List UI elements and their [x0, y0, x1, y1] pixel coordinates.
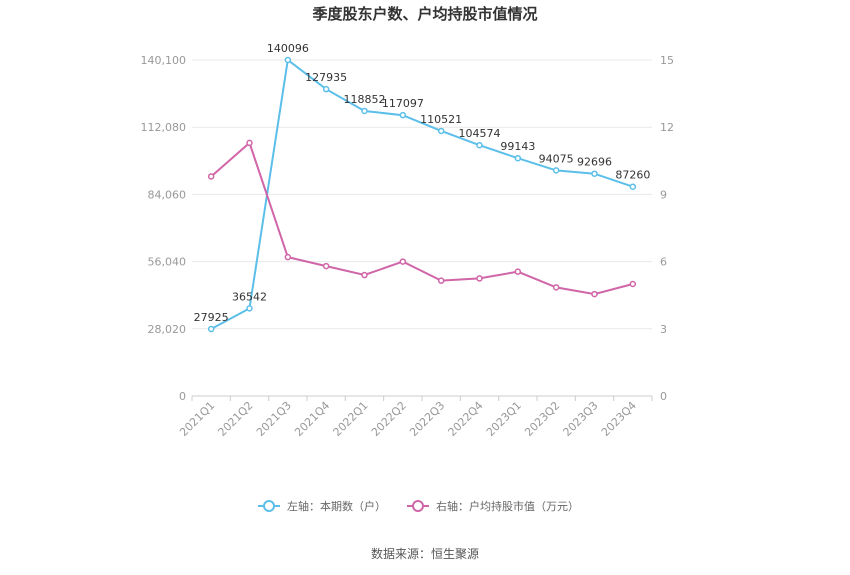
- series-point-0[interactable]: [284, 56, 292, 64]
- legend-marker-right: [412, 500, 424, 512]
- right-axis: 0 3 6 9 12 15: [660, 54, 674, 403]
- series-point-0[interactable]: [591, 170, 598, 177]
- legend-item-right[interactable]: 右轴：户均持股市值（万元）: [407, 499, 579, 513]
- series-point-1[interactable]: [514, 268, 522, 275]
- right-tick-label: 6: [660, 256, 667, 269]
- series-point-0[interactable]: [399, 111, 407, 119]
- series-point-0[interactable]: [476, 141, 483, 149]
- left-tick-label: 84,060: [148, 188, 187, 201]
- series-point-0[interactable]: [322, 85, 330, 93]
- x-tick-label: 2022Q3: [407, 399, 447, 439]
- series-point-0[interactable]: [207, 325, 215, 333]
- series-point-0[interactable]: [361, 107, 368, 115]
- x-tick-label: 2023Q2: [522, 399, 562, 439]
- legend[interactable]: 左轴：本期数（户） 右轴：户均持股市值（万元）: [258, 499, 579, 513]
- left-axis: 0 28,020 56,040 84,060 112,080 140,100: [141, 54, 187, 403]
- left-tick-label: 112,080: [141, 121, 187, 134]
- series-point-1[interactable]: [476, 275, 483, 282]
- series-point-1[interactable]: [629, 280, 637, 288]
- series-point-1[interactable]: [361, 271, 368, 279]
- x-tick-label: 2022Q1: [331, 399, 371, 439]
- right-tick-label: 0: [660, 390, 667, 403]
- data-label: 118852: [344, 93, 386, 106]
- data-label: 99143: [500, 140, 535, 153]
- data-label: 110521: [420, 113, 462, 126]
- x-tick-label: 2021Q4: [292, 399, 332, 439]
- series-point-1[interactable]: [207, 173, 215, 180]
- data-label: 87260: [615, 169, 650, 182]
- series-point-1[interactable]: [552, 284, 560, 291]
- series-layer: [207, 56, 637, 333]
- series-line-0: [210, 58, 634, 330]
- x-tick-label: 2021Q3: [254, 399, 294, 439]
- right-tick-label: 15: [660, 54, 674, 67]
- data-label: 117097: [382, 97, 424, 110]
- x-tick-label: 2022Q4: [446, 399, 486, 439]
- series-point-0[interactable]: [514, 154, 522, 162]
- x-tick-label: 2023Q1: [484, 399, 524, 439]
- left-tick-label: 56,040: [148, 256, 187, 269]
- series-point-1[interactable]: [246, 139, 253, 147]
- series-point-1[interactable]: [284, 253, 292, 261]
- legend-marker-left: [263, 500, 275, 512]
- series-point-0[interactable]: [246, 305, 253, 312]
- x-tick-label: 2021Q2: [216, 399, 256, 439]
- data-label: 94075: [539, 152, 574, 165]
- chart-title: 季度股东户数、户均持股市值情况: [312, 5, 537, 23]
- left-tick-label: 140,100: [141, 54, 187, 67]
- series-point-1[interactable]: [591, 290, 598, 298]
- left-tick-label: 0: [179, 390, 186, 403]
- right-tick-label: 3: [660, 323, 667, 336]
- series-point-1[interactable]: [437, 277, 445, 284]
- legend-label-right: 右轴：户均持股市值（万元）: [436, 499, 579, 513]
- data-label: 104574: [459, 127, 501, 140]
- series-point-0[interactable]: [629, 183, 637, 190]
- data-label: 27925: [194, 311, 229, 324]
- x-tick-label: 2022Q2: [369, 399, 409, 439]
- legend-item-left[interactable]: 左轴：本期数（户）: [258, 499, 386, 513]
- x-tick-label: 2021Q1: [177, 399, 217, 439]
- series-point-0[interactable]: [552, 167, 560, 174]
- x-tick-label: 2023Q3: [561, 399, 601, 439]
- series-point-0[interactable]: [437, 127, 445, 135]
- left-tick-label: 28,020: [148, 323, 187, 336]
- x-tick-label: 2023Q4: [599, 399, 639, 439]
- data-label: 127935: [305, 71, 347, 84]
- series-point-1[interactable]: [399, 258, 407, 265]
- source-text: 数据来源：恒生聚源: [371, 546, 479, 561]
- data-label: 140096: [267, 42, 309, 55]
- data-label: 36542: [232, 290, 267, 303]
- right-tick-label: 12: [660, 121, 674, 134]
- data-label: 92696: [577, 156, 612, 169]
- x-axis: 2021Q12021Q22021Q32021Q42022Q12022Q22022…: [177, 396, 653, 439]
- right-tick-label: 9: [660, 188, 667, 201]
- series-point-1[interactable]: [322, 262, 330, 270]
- legend-label-left: 左轴：本期数（户）: [287, 499, 386, 513]
- series-line-1: [210, 141, 634, 296]
